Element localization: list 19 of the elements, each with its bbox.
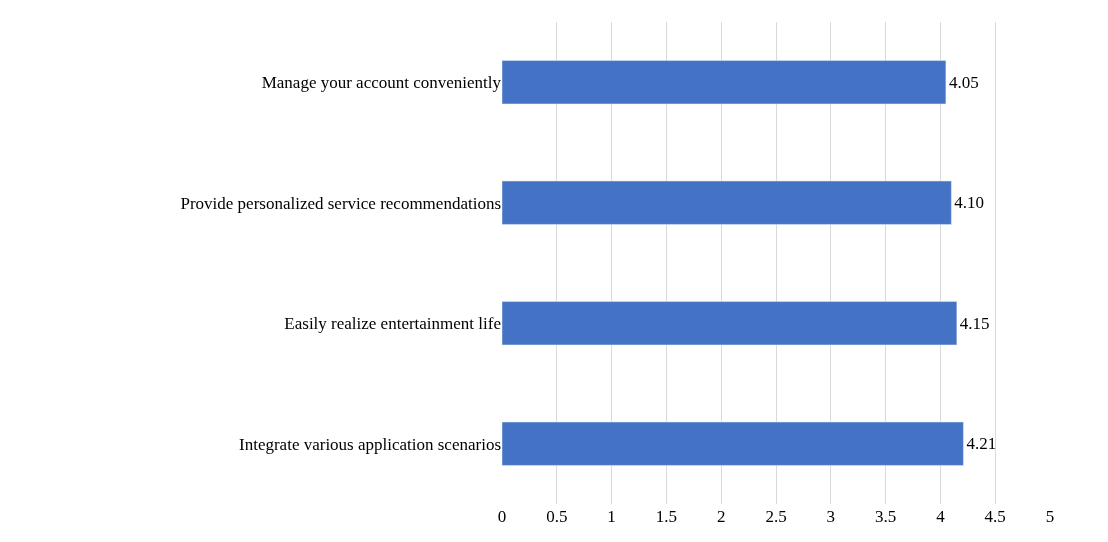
x-tick-label: 4.5 <box>984 507 1006 526</box>
x-tick-label: 5 <box>1045 507 1055 526</box>
x-tick-label: 3 <box>826 507 836 526</box>
x-tick-label: 0 <box>497 507 507 526</box>
data-label: 4.21 <box>966 434 997 454</box>
y-tick-label: Manage your account conveniently <box>261 73 502 93</box>
y-tick-label: Easily realize entertainment life <box>284 314 501 334</box>
x-tick-label: 4 <box>936 507 946 526</box>
y-tick-label: Integrate various application scenarios <box>239 434 501 454</box>
data-label: 4.15 <box>959 313 990 333</box>
data-label: 4.10 <box>954 193 985 213</box>
y-tick-label: Provide personalized service recommendations <box>180 193 501 213</box>
x-tick-label: 3.5 <box>874 507 897 526</box>
data-label: 4.05 <box>948 72 979 92</box>
x-tick-label: 1 <box>607 507 616 526</box>
x-tick-label: 2.5 <box>765 507 787 526</box>
x-tick-label: 2 <box>716 507 726 526</box>
x-tick-label: 1.5 <box>655 507 678 526</box>
x-tick-label: 0.5 <box>546 507 568 526</box>
